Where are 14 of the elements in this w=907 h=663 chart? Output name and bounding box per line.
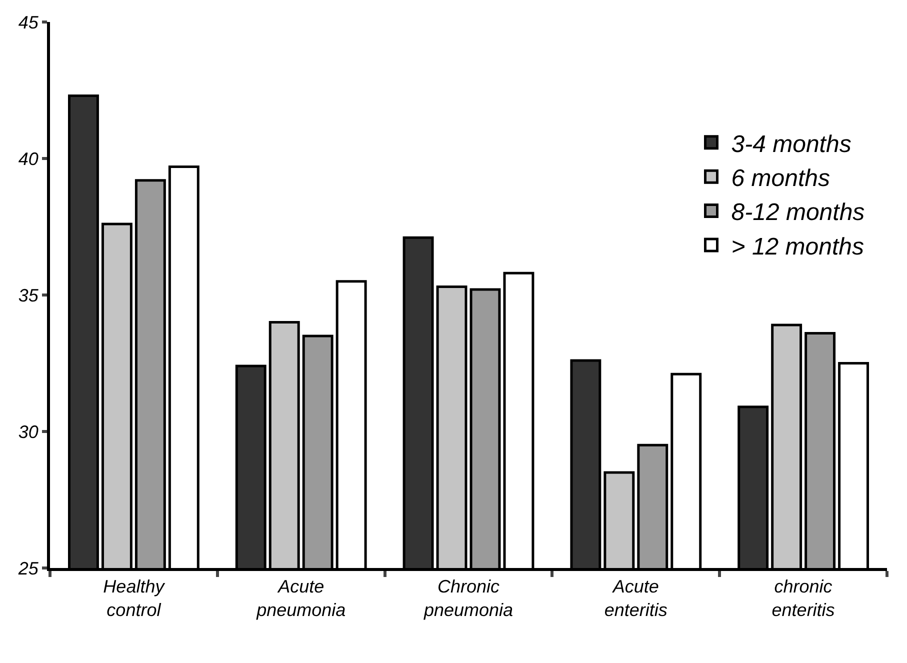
x-tick-label: Acute pneumonia (256, 576, 346, 620)
y-tick-label: 40 (18, 148, 38, 169)
legend-label: > 12 months (731, 233, 864, 260)
y-tick-label: 45 (18, 12, 40, 32)
legend-label: 8-12 months (731, 199, 865, 226)
x-tick-label: Acute enteritis (604, 576, 668, 620)
y-tick-label: 35 (18, 285, 40, 306)
x-tick-label: Healthy control (103, 576, 166, 620)
y-tick-label: 30 (18, 422, 38, 442)
y-tick-label: 25 (17, 558, 40, 578)
legend-label: 3-4 months (731, 130, 852, 158)
x-tick-label: Chronic pneumonia (422, 576, 514, 620)
legend-label: 6 months (731, 164, 830, 192)
x-tick-label: chronic enteritis (772, 576, 835, 620)
